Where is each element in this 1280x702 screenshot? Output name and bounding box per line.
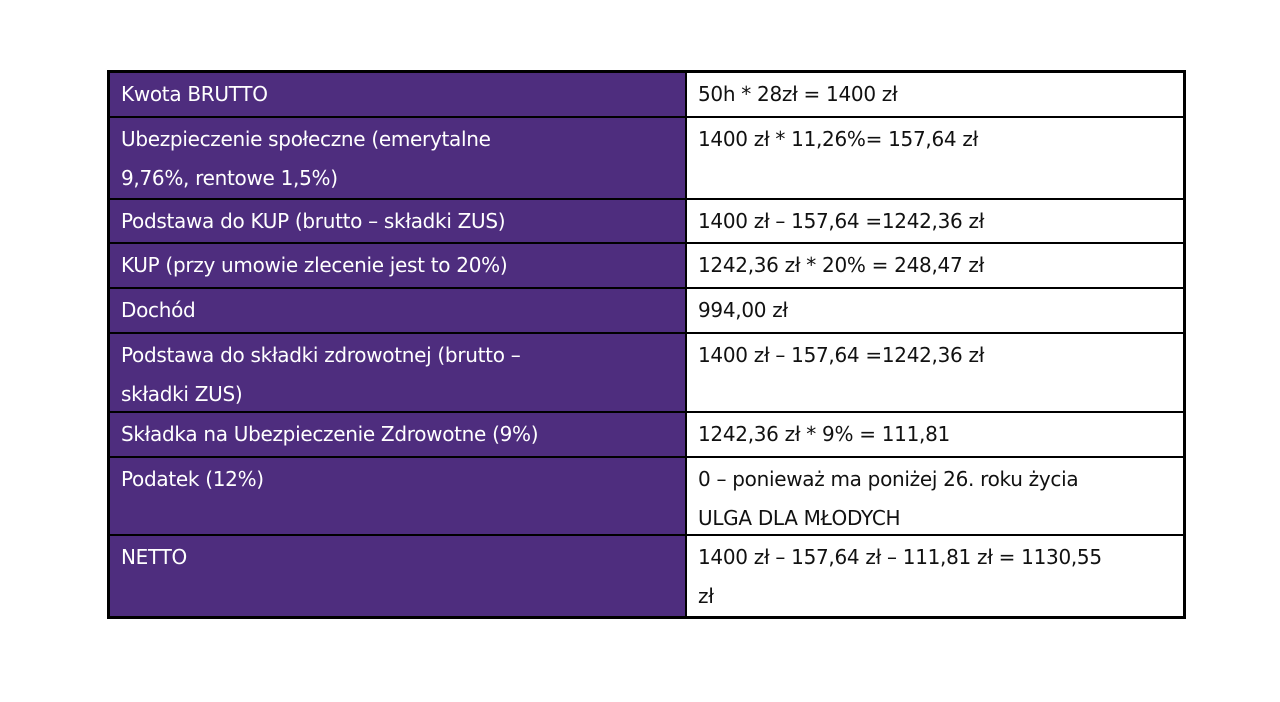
row-label-skladka-zdrowotna: Składka na Ubezpieczenie Zdrowotne (9%)	[110, 413, 687, 456]
table-row: KUP (przy umowie zlecenie jest to 20%) 1…	[110, 244, 1183, 289]
table-row: Dochód 994,00 zł	[110, 289, 1183, 334]
row-label-kup: KUP (przy umowie zlecenie jest to 20%)	[110, 244, 687, 287]
row-value-podstawa-kup: 1400 zł – 157,64 =1242,36 zł	[687, 200, 1183, 242]
row-value-skladka-zdrowotna: 1242,36 zł * 9% = 111,81	[687, 413, 1183, 456]
table-row: NETTO 1400 zł – 157,64 zł – 111,81 zł = …	[110, 536, 1183, 616]
row-value-kup: 1242,36 zł * 20% = 248,47 zł	[687, 244, 1183, 287]
row-label-podstawa-kup: Podstawa do KUP (brutto – składki ZUS)	[110, 200, 687, 242]
row-label-dochod: Dochód	[110, 289, 687, 332]
row-label-netto: NETTO	[110, 536, 687, 616]
row-value-netto: 1400 zł – 157,64 zł – 111,81 zł = 1130,5…	[687, 536, 1183, 616]
row-value-dochod: 994,00 zł	[687, 289, 1183, 332]
row-value-podatek: 0 – ponieważ ma poniżej 26. roku życia U…	[687, 458, 1183, 534]
row-label-ubezpieczenie-spoleczne: Ubezpieczenie społeczne (emerytalne 9,76…	[110, 118, 687, 198]
table-row: Podstawa do KUP (brutto – składki ZUS) 1…	[110, 200, 1183, 244]
table-row: Podstawa do składki zdrowotnej (brutto –…	[110, 334, 1183, 413]
row-value-kwota-brutto: 50h * 28zł = 1400 zł	[687, 73, 1183, 116]
row-label-kwota-brutto: Kwota BRUTTO	[110, 73, 687, 116]
table-row: Składka na Ubezpieczenie Zdrowotne (9%) …	[110, 413, 1183, 458]
row-value-podstawa-skladki-zdrowotnej: 1400 zł – 157,64 =1242,36 zł	[687, 334, 1183, 411]
table-row: Kwota BRUTTO 50h * 28zł = 1400 zł	[110, 73, 1183, 118]
row-label-podstawa-skladki-zdrowotnej: Podstawa do składki zdrowotnej (brutto –…	[110, 334, 687, 411]
table-row: Podatek (12%) 0 – ponieważ ma poniżej 26…	[110, 458, 1183, 536]
table-row: Ubezpieczenie społeczne (emerytalne 9,76…	[110, 118, 1183, 200]
row-label-podatek: Podatek (12%)	[110, 458, 687, 534]
salary-calculation-table: Kwota BRUTTO 50h * 28zł = 1400 zł Ubezpi…	[107, 70, 1186, 619]
row-value-ubezpieczenie-spoleczne: 1400 zł * 11,26%= 157,64 zł	[687, 118, 1183, 198]
